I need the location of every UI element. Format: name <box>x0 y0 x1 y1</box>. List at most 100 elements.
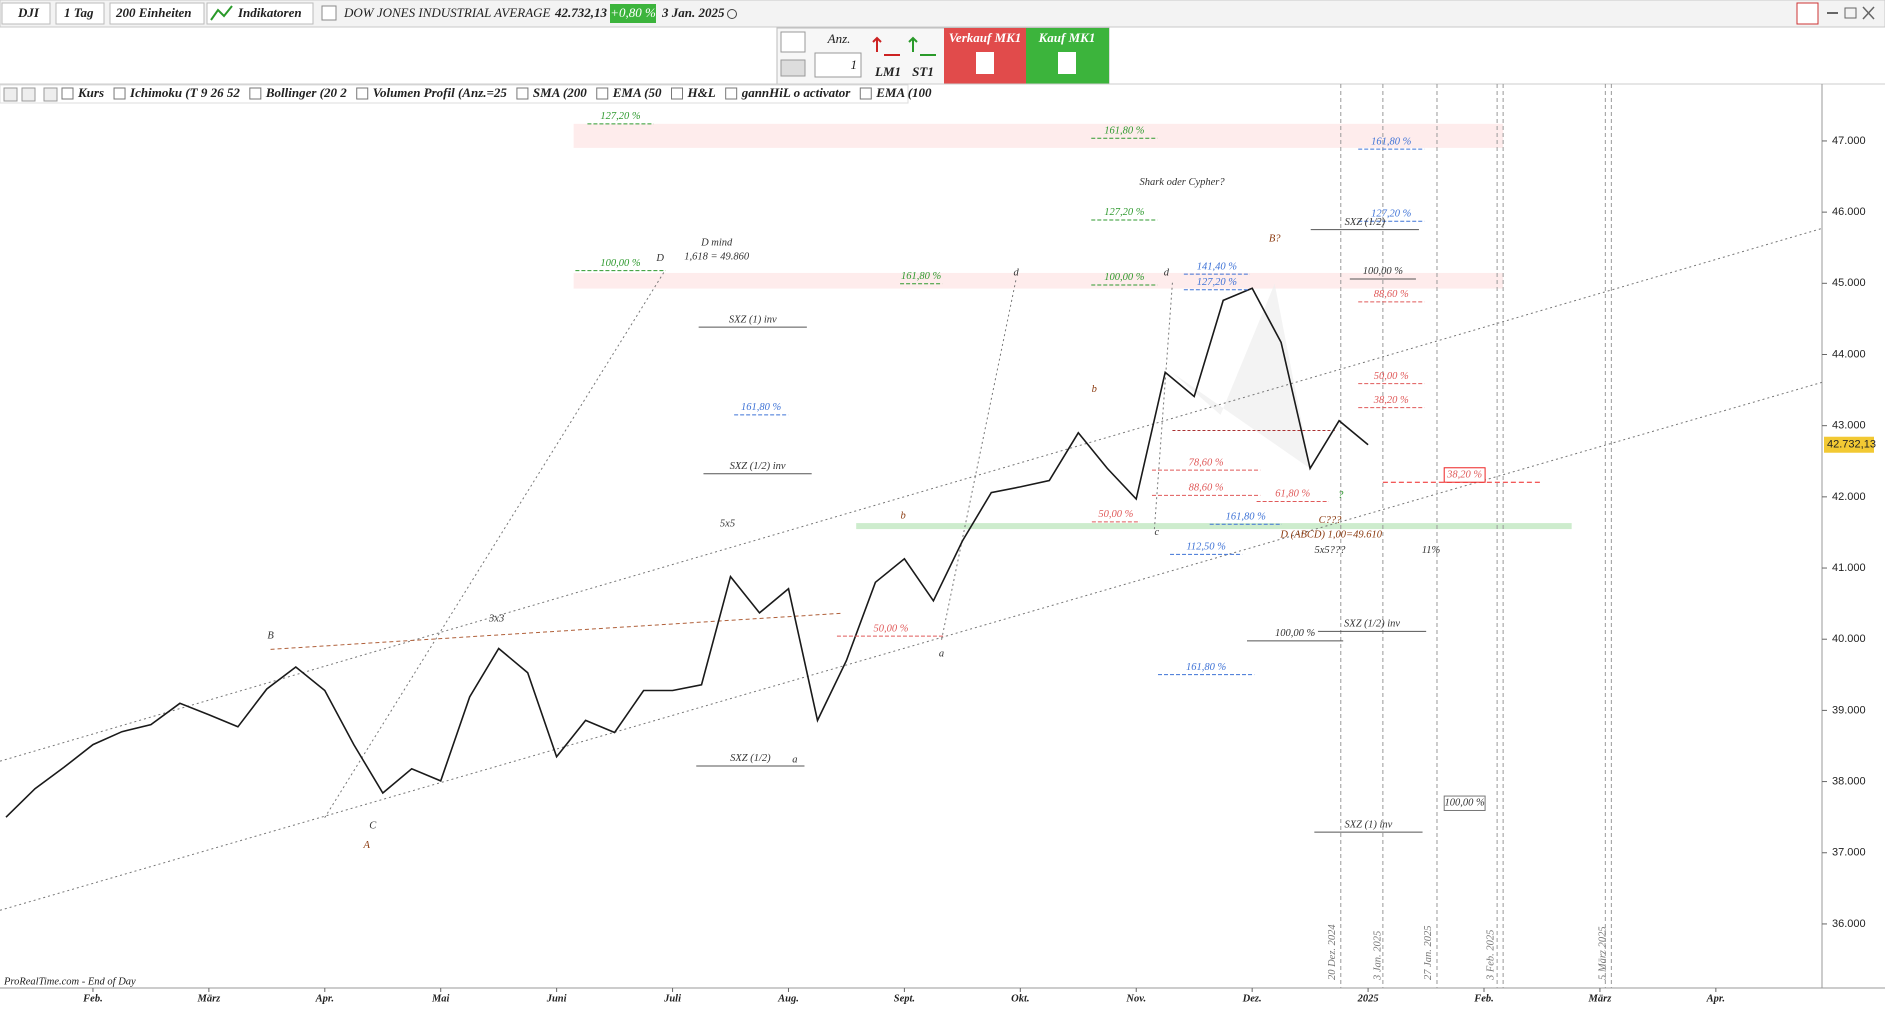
annotation: 100,00 % <box>1275 628 1316 639</box>
indicator-checkbox[interactable] <box>596 87 609 100</box>
annotation: SXZ (1/2) inv <box>1344 619 1400 630</box>
indicator-label[interactable]: Volumen Profil (Anz.=25 <box>373 85 508 100</box>
y-tick-label: 39.000 <box>1832 704 1866 716</box>
annotation: b <box>1092 384 1097 395</box>
annotation: 61,80 % <box>1275 489 1310 500</box>
annotation: D <box>655 253 664 264</box>
refresh-button[interactable] <box>1796 2 1819 25</box>
trendline <box>0 381 1822 911</box>
x-tick-label: Feb. <box>1473 993 1494 1004</box>
annotation: D mind <box>700 237 733 248</box>
annotation: 1,618 = 49.860 <box>684 252 750 263</box>
date-marker: 3 Feb. 2025 <box>1486 930 1497 981</box>
row-icon <box>43 87 58 102</box>
annotation: 50,00 % <box>874 623 909 634</box>
period-box[interactable] <box>55 2 105 25</box>
row-icon <box>3 87 18 102</box>
date-marker: 27 Jan. 2025 <box>1423 925 1434 980</box>
annotation: 161,80 % <box>741 402 782 413</box>
trendline <box>1153 282 1173 530</box>
lm-button[interactable]: LM1 <box>874 64 901 79</box>
symbol-box[interactable] <box>1 2 51 25</box>
quantity-input[interactable] <box>814 52 862 78</box>
x-tick-label: Feb. <box>82 993 103 1004</box>
units[interactable]: 200 Einheiten <box>115 5 192 20</box>
period[interactable]: 1 Tag <box>64 5 94 20</box>
y-tick-label: 37.000 <box>1832 847 1866 859</box>
x-tick-label: März <box>1588 993 1613 1004</box>
y-tick-label: 44.000 <box>1832 348 1866 360</box>
annotation: C??? <box>1319 515 1343 526</box>
minimize-button[interactable] <box>1827 12 1838 14</box>
indicator-label[interactable]: EMA (50 <box>612 85 662 100</box>
last-price: 42.732,13 <box>1827 439 1876 451</box>
last-price-box <box>1824 436 1874 453</box>
annotation: 3x3 <box>488 614 504 625</box>
close-button[interactable] <box>1862 6 1875 20</box>
maximize-button[interactable] <box>1844 7 1857 19</box>
lm-icon <box>872 36 900 56</box>
source: ProRealTime.com - End of Day <box>3 976 136 987</box>
indicator-checkbox[interactable] <box>61 87 74 100</box>
indicator-checkbox[interactable] <box>249 87 262 100</box>
plot: 36.000 37.000 38.000 39.000 40.000 41.000 42.0… <box>0 84 1876 1004</box>
annotation: SXZ (1) inv <box>1345 819 1393 830</box>
indicator-checkbox[interactable] <box>113 87 126 100</box>
indicator-label[interactable]: SMA (200 <box>533 85 587 100</box>
indicator-label[interactable]: Ichimoku (T 9 26 52 <box>129 85 240 100</box>
indicator-label[interactable]: H&L <box>687 85 716 100</box>
indicator-label[interactable]: Bollinger (20 2 <box>265 85 347 100</box>
annotation: C <box>369 821 377 832</box>
annotation: 127,20 % <box>1197 277 1238 288</box>
units-box[interactable] <box>109 2 205 25</box>
y-tick-label: 38.000 <box>1832 775 1866 787</box>
info-icon[interactable] <box>321 5 337 21</box>
buy-label[interactable]: Kauf MK1 <box>1038 30 1096 45</box>
buy-icon <box>1058 52 1076 74</box>
annotation: 127,20 % <box>1371 208 1412 219</box>
annotation: 161,80 % <box>1226 511 1267 522</box>
indicator-label[interactable]: EMA (100 <box>875 85 932 100</box>
annotation: 100,00 % <box>600 258 641 269</box>
y-tick-label: 43.000 <box>1832 420 1866 432</box>
indicator-checkbox[interactable] <box>725 87 738 100</box>
fib-band <box>573 272 1504 289</box>
annotation: 127,20 % <box>1104 207 1145 218</box>
change: +0,80 % <box>610 5 656 20</box>
indicator-label[interactable]: Kurs <box>77 85 104 100</box>
y-tick-label: 41.000 <box>1832 562 1866 574</box>
annotation: 112,50 % <box>1186 542 1226 553</box>
indicator-checkbox[interactable] <box>671 87 684 100</box>
quantity[interactable]: 1 <box>851 57 858 72</box>
y-tick-label: 40.000 <box>1832 633 1866 645</box>
x-tick-label: 2025 <box>1357 993 1379 1004</box>
indicator-checkbox[interactable] <box>516 87 529 100</box>
indicators-box[interactable] <box>206 2 314 25</box>
annotation: 11% <box>1422 545 1441 556</box>
annotation: 141,40 % <box>1197 261 1238 272</box>
annotation: D (ABCD) 1,00=49.610 <box>1279 530 1382 541</box>
indicator-checkbox[interactable] <box>859 87 872 100</box>
keyboard-button[interactable] <box>780 59 806 77</box>
fib-band <box>573 123 1504 148</box>
x-tick-label: Aug. <box>777 993 799 1004</box>
indicator-row: Kurs Ichimoku (T 9 26 52 Bollinger (20 2 Vo… <box>0 84 932 104</box>
sell-label[interactable]: Verkauf MK1 <box>949 30 1022 45</box>
harmonic-pattern <box>1172 283 1311 469</box>
symbol[interactable]: DJI <box>17 5 40 20</box>
indicator-label[interactable]: gannHiL o activator <box>741 85 852 100</box>
annotation: B <box>267 631 274 642</box>
x-tick-label: Apr. <box>315 993 334 1004</box>
annotation: ? <box>1338 490 1344 501</box>
annotation: 50,00 % <box>1098 509 1133 520</box>
st-button[interactable]: ST1 <box>912 64 934 79</box>
x-tick-label: Apr. <box>1706 993 1725 1004</box>
x-tick-label: Okt. <box>1011 993 1029 1004</box>
indicator-checkbox[interactable] <box>356 87 369 100</box>
x-tick-label: Mai <box>431 993 450 1004</box>
x-tick-label: Dez. <box>1242 993 1262 1004</box>
indicators-button[interactable]: Indikatoren <box>237 5 302 20</box>
price-line <box>5 287 1369 818</box>
tools-button[interactable] <box>780 31 806 53</box>
